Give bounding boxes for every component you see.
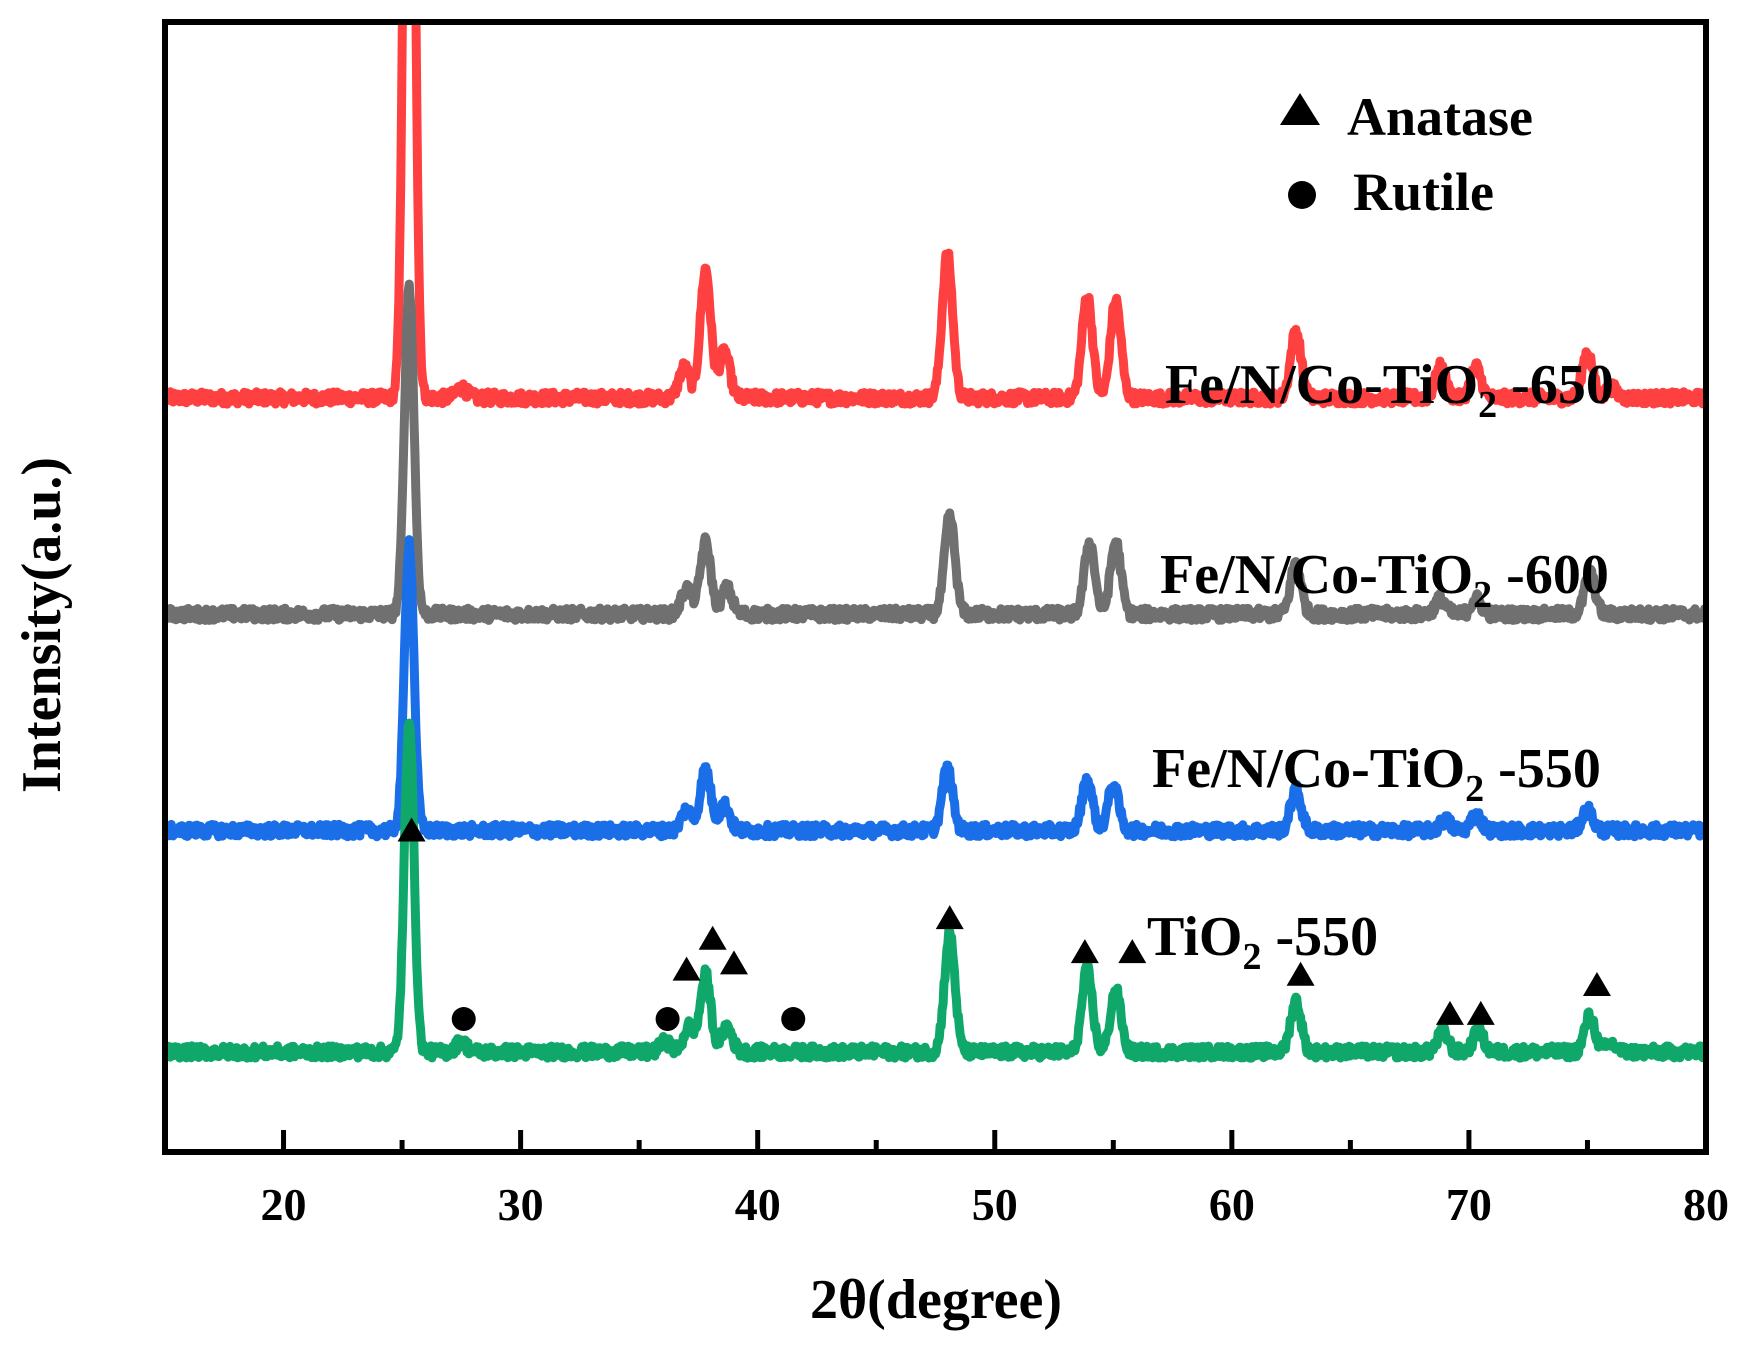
anatase-marker [672, 956, 701, 981]
legend-anatase-label: Anatase [1347, 87, 1533, 147]
x-tick-label: 60 [1209, 1179, 1255, 1230]
series-label-0: Fe/N/Co-TiO2 -650 [1165, 354, 1614, 426]
series-labels: Fe/N/Co-TiO2 -650 Fe/N/Co-TiO2 -600 Fe/N/C… [1147, 354, 1614, 978]
series-layer [165, 20, 1708, 1063]
x-tick-label: 20 [261, 1179, 307, 1230]
plot-frame [162, 19, 1709, 1155]
series-line-2 [165, 535, 1708, 842]
anatase-marker [1070, 939, 1099, 964]
legend: Anatase Rutile [1280, 87, 1533, 222]
x-tick-label: 30 [498, 1179, 544, 1230]
x-axis-title: 2θ(degree) [810, 1269, 1062, 1331]
anatase-marker [397, 817, 426, 842]
phase-markers [397, 817, 1611, 1032]
series-line-1 [165, 279, 1708, 625]
anatase-marker [1435, 1000, 1464, 1025]
x-tick-label: 80 [1683, 1179, 1729, 1230]
legend-rutile-label: Rutile [1353, 162, 1494, 222]
x-axis-ticks: 20 30 40 50 60 70 80 [261, 1130, 1729, 1230]
series-line-3 [165, 718, 1708, 1063]
series-label-2: Fe/N/Co-TiO2 -550 [1152, 738, 1601, 810]
rutile-marker [655, 1007, 680, 1032]
legend-rutile-marker [1288, 181, 1316, 209]
series-line-0 [165, 20, 1708, 409]
anatase-marker [1118, 939, 1147, 964]
anatase-marker [719, 950, 748, 975]
y-axis-title: Intensity(a.u.) [11, 457, 73, 793]
x-tick-label: 40 [735, 1179, 781, 1230]
anatase-marker [1582, 972, 1611, 997]
series-label-3: TiO2 -550 [1147, 906, 1378, 978]
x-tick-label: 70 [1446, 1179, 1492, 1230]
anatase-marker [698, 925, 727, 950]
rutile-marker [451, 1007, 476, 1032]
x-tick-label: 50 [972, 1179, 1018, 1230]
rutile-marker [781, 1007, 806, 1032]
anatase-marker [1286, 961, 1315, 986]
legend-anatase-marker [1280, 93, 1320, 125]
anatase-marker [935, 905, 964, 930]
anatase-marker [1466, 1000, 1495, 1025]
series-label-1: Fe/N/Co-TiO2 -600 [1160, 544, 1609, 616]
